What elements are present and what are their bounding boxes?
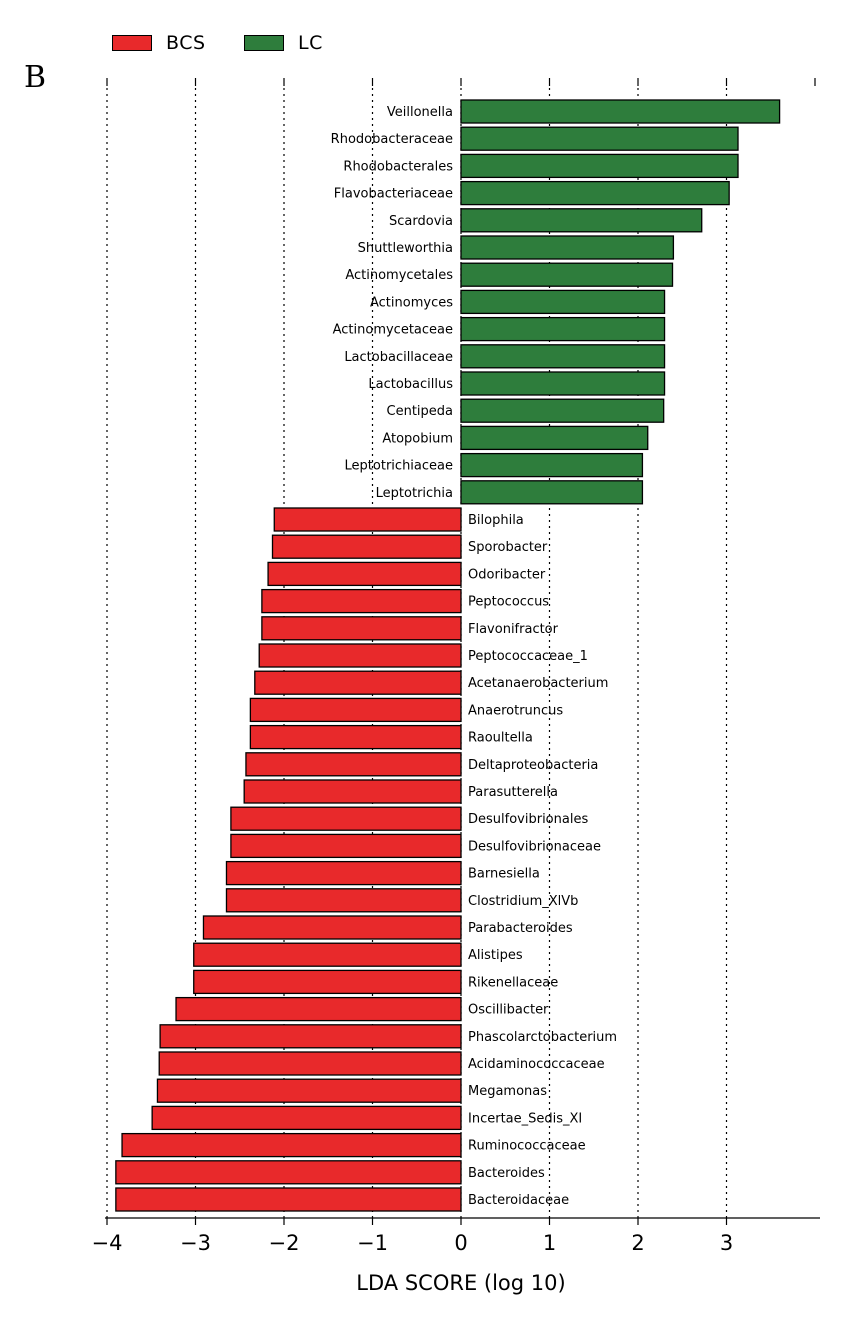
legend-label-bcs: BCS — [166, 32, 206, 54]
bar-label-rhodobacteraceae: Rhodobacteraceae — [331, 132, 453, 147]
bar-rikenellaceae — [193, 969, 462, 995]
bar-lactobacillus — [460, 371, 666, 396]
bar-leptotrichia — [460, 480, 644, 505]
x-tick-label-0: 0 — [454, 1231, 467, 1255]
bar-label-leptotrichia: Leptotrichia — [376, 486, 453, 501]
bar-flavobacteriaceae — [460, 180, 730, 206]
bar-rhodobacteraceae — [460, 126, 739, 151]
bar-clostridium-xlvb — [225, 888, 462, 913]
bar-label-alistipes: Alistipes — [468, 948, 523, 963]
bar-label-phascolarctobacterium: Phascolarctobacterium — [468, 1030, 617, 1045]
bar-centipeda — [460, 398, 665, 423]
x-tick-label-neg3: −3 — [180, 1231, 211, 1255]
bar-leptotrichiaceae — [460, 452, 644, 478]
bar-scardovia — [460, 208, 703, 233]
bar-bilophila — [273, 507, 462, 532]
bar-label-bacteroides: Bacteroides — [468, 1166, 545, 1181]
bar-label-barnesiella: Barnesiella — [468, 867, 540, 882]
bar-label-desulfovibrionaceae: Desulfovibrionaceae — [468, 839, 601, 854]
legend-swatch-bcs — [112, 35, 152, 51]
bar-ruminococcaceae — [121, 1132, 462, 1158]
bar-label-odoribacter: Odoribacter — [468, 567, 546, 582]
bar-label-scardovia: Scardovia — [389, 214, 453, 229]
bar-label-raoultella: Raoultella — [468, 731, 533, 746]
bar-label-acidaminococcaceae: Acidaminococcaceae — [468, 1057, 605, 1072]
bar-atopobium — [460, 425, 649, 451]
bar-peptococcus — [261, 588, 462, 614]
bar-shuttleworthia — [460, 235, 675, 260]
bar-veillonella — [460, 99, 781, 124]
bar-label-peptococcus: Peptococcus — [468, 595, 549, 610]
bar-actinomycetaceae — [460, 316, 666, 342]
bar-raoultella — [249, 724, 462, 750]
bar-label-actinomycetales: Actinomycetales — [345, 268, 453, 283]
bar-actinomyces — [460, 289, 666, 315]
bar-deltaproteobacteria — [245, 752, 462, 777]
bar-label-centipeda: Centipeda — [387, 404, 454, 419]
bar-desulfovibrionaceae — [230, 833, 462, 859]
x-tick-label-3: 3 — [720, 1231, 733, 1255]
bar-label-atopobium: Atopobium — [382, 431, 453, 446]
bar-label-flavonifractor: Flavonifractor — [468, 622, 559, 637]
bar-label-peptococcaceae-1: Peptococcaceae_1 — [468, 649, 588, 664]
bar-label-parabacteroides: Parabacteroides — [468, 921, 573, 936]
bar-desulfovibrionales — [230, 806, 462, 831]
bar-odoribacter — [267, 561, 462, 587]
bar-label-leptotrichiaceae: Leptotrichiaceae — [345, 459, 453, 474]
bar-label-shuttleworthia: Shuttleworthia — [358, 241, 453, 256]
bar-incertae-sedis-xi — [151, 1105, 462, 1131]
bar-label-actinomycetaceae: Actinomycetaceae — [333, 323, 453, 338]
bar-bacteroidaceae — [115, 1187, 462, 1212]
bar-label-megamonas: Megamonas — [468, 1084, 547, 1099]
bar-parasutterella — [243, 779, 462, 804]
bar-label-clostridium-xlvb: Clostridium_XlVb — [468, 894, 578, 909]
bar-label-bacteroidaceae: Bacteroidaceae — [468, 1193, 569, 1208]
x-tick-label-2: 2 — [631, 1231, 644, 1255]
bar-label-flavobacteriaceae: Flavobacteriaceae — [334, 187, 453, 202]
bar-phascolarctobacterium — [159, 1024, 462, 1049]
bar-label-oscillibacter: Oscillibacter — [468, 1003, 549, 1018]
bar-rhodobacterales — [460, 153, 739, 179]
x-tick-label-1: 1 — [543, 1231, 556, 1255]
bar-barnesiella — [225, 860, 462, 886]
bar-sporobacter — [271, 534, 462, 559]
panel-label: B — [24, 60, 47, 95]
bar-megamonas — [156, 1078, 462, 1103]
bar-alistipes — [193, 942, 462, 967]
bar-flavonifractor — [261, 616, 462, 641]
bar-oscillibacter — [175, 996, 462, 1022]
legend-swatch-lc — [244, 35, 284, 51]
bar-label-anaerotruncus: Anaerotruncus — [468, 703, 563, 718]
bar-label-deltaproteobacteria: Deltaproteobacteria — [468, 758, 598, 773]
bar-bacteroides — [115, 1160, 462, 1185]
bar-anaerotruncus — [249, 697, 462, 723]
legend-label-lc: LC — [298, 32, 323, 54]
legend-item-bcs: BCS — [112, 30, 206, 56]
bar-label-ruminococcaceae: Ruminococcaceae — [468, 1139, 586, 1154]
x-tick-label-neg1: −1 — [357, 1231, 388, 1255]
bar-label-actinomyces: Actinomyces — [370, 295, 453, 310]
bar-label-lactobacillaceae: Lactobacillaceae — [344, 350, 453, 365]
legend-item-lc: LC — [244, 30, 323, 56]
bar-label-acetanaerobacterium: Acetanaerobacterium — [468, 676, 608, 691]
bar-label-parasutterella: Parasutterella — [468, 785, 558, 800]
bar-acetanaerobacterium — [254, 670, 462, 695]
bar-label-rhodobacterales: Rhodobacterales — [343, 159, 453, 174]
bar-acidaminococcaceae — [158, 1051, 462, 1076]
bar-label-sporobacter: Sporobacter — [468, 540, 548, 555]
bar-parabacteroides — [202, 915, 462, 940]
bar-label-bilophila: Bilophila — [468, 513, 524, 528]
bar-actinomycetales — [460, 262, 674, 287]
bar-lactobacillaceae — [460, 344, 666, 369]
bar-peptococcaceae-1 — [258, 643, 462, 668]
bar-label-veillonella: Veillonella — [387, 105, 453, 120]
x-tick-label-neg4: −4 — [92, 1231, 123, 1255]
x-tick-label-neg2: −2 — [269, 1231, 300, 1255]
bar-label-desulfovibrionales: Desulfovibrionales — [468, 812, 588, 827]
x-axis-title: LDA SCORE (log 10) — [356, 1271, 565, 1295]
bar-label-incertae-sedis-xi: Incertae_Sedis_XI — [468, 1111, 582, 1126]
bar-label-lactobacillus: Lactobacillus — [368, 377, 453, 392]
bar-label-rikenellaceae: Rikenellaceae — [468, 975, 558, 990]
